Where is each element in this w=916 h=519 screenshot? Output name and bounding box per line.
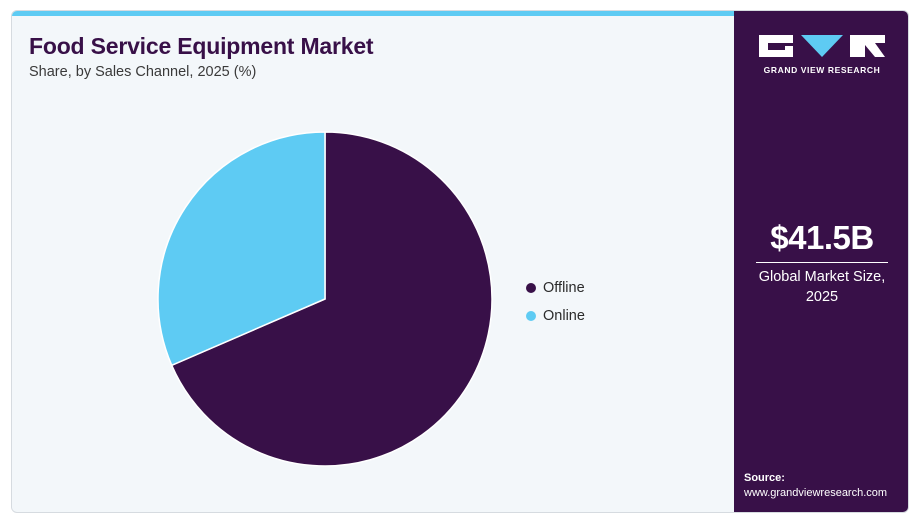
pie-slice-offline — [170, 131, 493, 467]
chart-title: Food Service Equipment Market — [29, 33, 374, 59]
source-link[interactable]: www.grandviewresearch.com — [744, 487, 888, 499]
grand-view-research-logo-icon — [759, 35, 885, 57]
legend-swatch-online — [526, 311, 536, 321]
brand-name: GRAND VIEW RESEARCH — [763, 65, 881, 75]
legend-label-offline: Offline — [543, 280, 585, 296]
market-size-label: Global Market Size, 2025 — [734, 267, 908, 307]
market-size-label-line2: 2025 — [805, 289, 839, 305]
chart-card: Food Service Equipment Market Share, by … — [11, 10, 909, 513]
market-size-divider — [756, 262, 888, 263]
legend-item-offline: Offline — [526, 274, 585, 302]
market-size-label-line1: Global Market Size, — [758, 269, 886, 285]
side-panel: GRAND VIEW RESEARCH $41.5B Global Market… — [734, 11, 908, 512]
legend-label-online: Online — [543, 308, 585, 324]
legend-item-online: Online — [526, 302, 585, 330]
pie-slice-online — [157, 131, 326, 367]
chart-legend: Offline Online — [526, 274, 585, 330]
accent-top-bar — [12, 11, 734, 16]
market-size-value: $41.5B — [770, 219, 874, 256]
chart-subtitle: Share, by Sales Channel, 2025 (%) — [29, 64, 257, 80]
legend-swatch-offline — [526, 283, 536, 293]
pie-chart — [157, 131, 493, 467]
source-label: Source: — [744, 472, 785, 484]
